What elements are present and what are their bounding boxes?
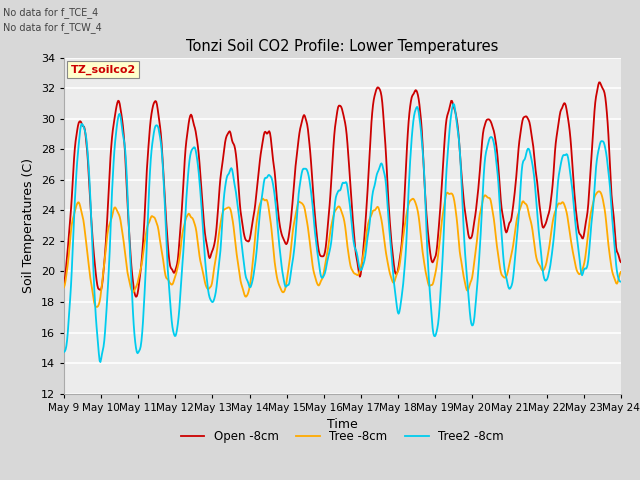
Tree -8cm — [617, 269, 625, 275]
Tree2 -8cm — [70, 214, 78, 220]
Tree -8cm — [595, 189, 603, 194]
Tree2 -8cm — [60, 349, 68, 355]
Tree -8cm — [60, 284, 68, 290]
Tree2 -8cm — [617, 279, 625, 285]
Open -8cm — [595, 80, 603, 85]
Tree2 -8cm — [450, 101, 458, 107]
Open -8cm — [411, 88, 419, 94]
Tree2 -8cm — [411, 109, 419, 115]
Title: Tonzi Soil CO2 Profile: Lower Temperatures: Tonzi Soil CO2 Profile: Lower Temperatur… — [186, 39, 499, 54]
Tree2 -8cm — [428, 306, 435, 312]
Line: Open -8cm: Open -8cm — [64, 83, 621, 297]
Open -8cm — [428, 255, 435, 261]
X-axis label: Time: Time — [327, 418, 358, 431]
Line: Tree -8cm: Tree -8cm — [64, 192, 621, 307]
Text: No data for f_TCE_4: No data for f_TCE_4 — [3, 7, 99, 18]
Tree -8cm — [185, 211, 193, 216]
Line: Tree2 -8cm: Tree2 -8cm — [64, 104, 621, 362]
Text: No data for f_TCW_4: No data for f_TCW_4 — [3, 22, 102, 33]
Open -8cm — [214, 205, 222, 211]
Tree -8cm — [128, 288, 136, 294]
Legend: Open -8cm, Tree -8cm, Tree2 -8cm: Open -8cm, Tree -8cm, Tree2 -8cm — [176, 426, 509, 448]
Tree2 -8cm — [185, 165, 193, 171]
Tree -8cm — [70, 212, 78, 217]
Tree -8cm — [411, 198, 419, 204]
Open -8cm — [127, 263, 135, 269]
Open -8cm — [60, 280, 68, 286]
Y-axis label: Soil Temperatures (C): Soil Temperatures (C) — [22, 158, 35, 293]
Tree2 -8cm — [214, 269, 222, 275]
Tree -8cm — [214, 238, 222, 244]
Open -8cm — [132, 294, 140, 300]
Tree2 -8cm — [128, 293, 136, 299]
Open -8cm — [617, 259, 625, 265]
Text: TZ_soilco2: TZ_soilco2 — [70, 64, 136, 74]
Tree -8cm — [428, 282, 435, 288]
Open -8cm — [185, 120, 193, 126]
Open -8cm — [70, 156, 78, 161]
Tree -8cm — [93, 304, 100, 310]
Tree2 -8cm — [97, 359, 104, 365]
